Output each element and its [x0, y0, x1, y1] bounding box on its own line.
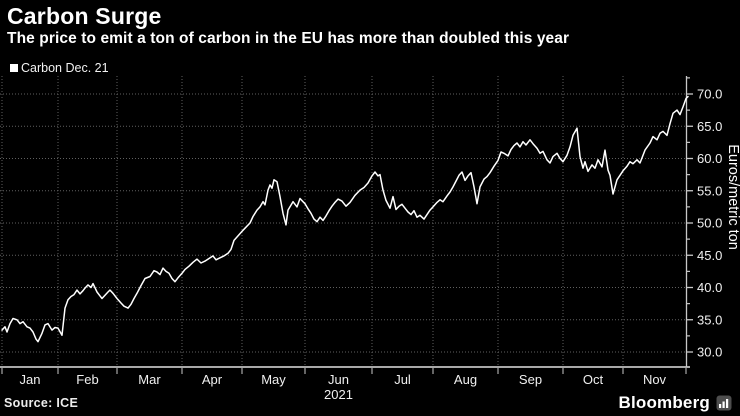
legend-swatch-icon: [10, 64, 18, 72]
page-title: Carbon Surge: [7, 3, 162, 29]
svg-text:Apr: Apr: [202, 372, 223, 387]
svg-text:2021: 2021: [324, 387, 353, 402]
svg-text:May: May: [261, 372, 286, 387]
svg-text:65.0: 65.0: [697, 119, 722, 134]
svg-text:35.0: 35.0: [697, 312, 722, 327]
svg-text:70.0: 70.0: [697, 87, 722, 102]
bloomberg-logo: Bloomberg: [618, 393, 732, 413]
svg-text:45.0: 45.0: [697, 248, 722, 263]
svg-text:30.0: 30.0: [697, 345, 722, 360]
svg-text:60.0: 60.0: [697, 151, 722, 166]
source-label: Source: ICE: [4, 396, 79, 410]
svg-text:Aug: Aug: [454, 372, 477, 387]
legend: Carbon Dec. 21: [10, 61, 109, 75]
page-subtitle: The price to emit a ton of carbon in the…: [7, 30, 570, 47]
legend-label: Carbon Dec. 21: [21, 61, 109, 75]
svg-text:55.0: 55.0: [697, 183, 722, 198]
svg-text:Feb: Feb: [76, 372, 98, 387]
bloomberg-wordmark: Bloomberg: [618, 393, 710, 412]
svg-text:Sep: Sep: [519, 372, 542, 387]
bloomberg-chart-icon: [716, 395, 732, 411]
svg-text:Oct: Oct: [583, 372, 604, 387]
svg-text:Nov: Nov: [643, 372, 667, 387]
svg-text:Jan: Jan: [20, 372, 41, 387]
svg-text:50.0: 50.0: [697, 216, 722, 231]
svg-text:Mar: Mar: [138, 372, 161, 387]
svg-text:40.0: 40.0: [697, 280, 722, 295]
svg-text:Jun: Jun: [328, 372, 349, 387]
svg-text:Euros/metric ton: Euros/metric ton: [725, 144, 740, 250]
svg-text:Jul: Jul: [394, 372, 411, 387]
